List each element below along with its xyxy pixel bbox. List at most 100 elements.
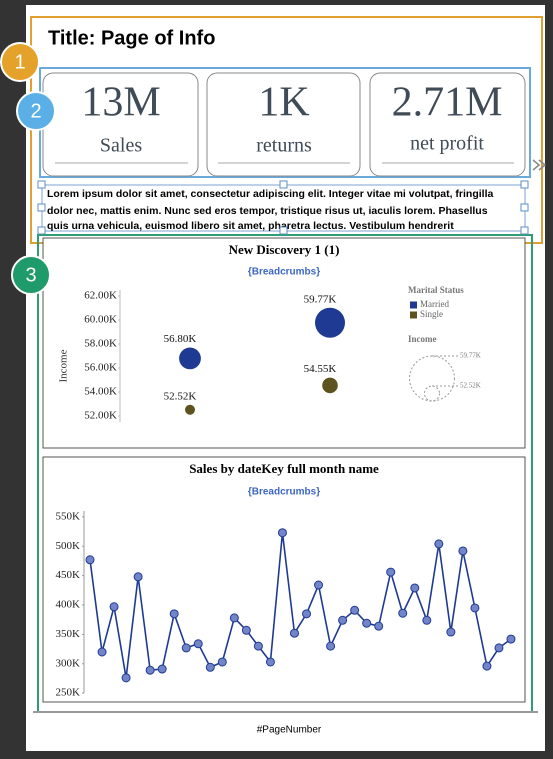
kpi-card <box>369 72 526 177</box>
bubble <box>322 377 338 394</box>
size-legend-label: 52.52K <box>460 382 481 390</box>
badge-circle <box>16 91 56 131</box>
handle[interactable] <box>520 226 529 235</box>
y-tick-label: 500K <box>56 540 81 552</box>
chart-subtitle: {Breadcrumbs} <box>248 267 320 278</box>
badge-circle <box>11 255 51 295</box>
y-axis-label: Income <box>58 349 70 382</box>
y-tick-label: 52.00K <box>84 410 117 422</box>
line-marker <box>434 539 444 549</box>
y-tick-label: 300K <box>56 657 81 669</box>
kpi-card <box>206 72 361 177</box>
line-marker <box>326 641 336 651</box>
kpi-cards: 13M 1K 2.71M Sales returns net profit <box>42 72 526 177</box>
line-marker <box>85 555 95 565</box>
line-marker <box>482 661 492 671</box>
line-marker <box>362 618 372 628</box>
y-tick-label: 62.00K <box>84 290 117 302</box>
line-marker <box>302 609 312 619</box>
y-tick-label: 58.00K <box>84 338 117 350</box>
kpi-value: 1K <box>258 80 309 126</box>
line-marker <box>410 583 420 593</box>
paragraph-line: quis urna vehicula, euismod libero sit a… <box>47 220 454 232</box>
handle[interactable] <box>279 226 288 235</box>
line-marker <box>145 665 155 675</box>
bubble <box>179 347 201 370</box>
size-legend-label: 59.77K <box>460 352 481 360</box>
line-marker <box>265 657 275 667</box>
chart-title: Sales by dateKey full month name <box>189 461 379 476</box>
line-marker <box>494 643 504 653</box>
line-marker <box>386 567 396 577</box>
expand-icon[interactable] <box>532 159 547 171</box>
line-marker <box>506 634 516 644</box>
chart-frame <box>42 237 526 449</box>
line-marker <box>470 603 480 613</box>
kpi-value: 13M <box>81 80 160 126</box>
y-tick-label: 250K <box>56 687 81 699</box>
size-legend-title: Income <box>408 334 437 344</box>
line-marker <box>241 625 251 635</box>
legend-label: Single <box>420 309 443 319</box>
handle[interactable] <box>37 226 46 235</box>
y-tick-label: 350K <box>56 628 81 640</box>
legend-swatch <box>410 301 417 309</box>
line-marker <box>446 627 456 637</box>
data-label: 56.80K <box>164 333 197 345</box>
chart-title: New Discovery 1 (1) <box>229 242 340 257</box>
line-marker <box>374 621 384 631</box>
badges: 1 2 3 <box>0 42 56 295</box>
badge-number: 2 <box>30 100 41 122</box>
kpi-label: returns <box>256 135 312 157</box>
handle[interactable] <box>279 180 288 189</box>
bubble <box>315 307 345 338</box>
line-marker <box>157 664 167 674</box>
y-tick-label: 60.00K <box>84 314 117 326</box>
line-marker <box>289 628 299 638</box>
kpi-value: 2.71M <box>392 80 503 126</box>
chart-subtitle: {Breadcrumbs} <box>248 487 320 498</box>
line-marker <box>338 615 348 625</box>
kpi-label: Sales <box>100 135 142 157</box>
legend-swatch <box>410 311 417 319</box>
line-marker <box>97 647 107 657</box>
data-label: 59.77K <box>304 293 337 305</box>
badge-number: 3 <box>25 264 36 286</box>
legend-label: Married <box>420 299 449 309</box>
line-marker <box>181 643 191 653</box>
handle[interactable] <box>37 203 46 212</box>
paragraph-line: dolor nec, mattis enim. Nunc sed eros te… <box>47 205 488 217</box>
bubble <box>185 404 195 415</box>
y-tick-label: 550K <box>56 510 81 522</box>
badge-number: 1 <box>14 51 25 73</box>
page-title: Title: Page of Info <box>48 27 215 49</box>
line-marker <box>205 662 215 672</box>
handle[interactable] <box>520 180 529 189</box>
line-marker <box>422 615 432 625</box>
legend-title: Marital Status <box>408 285 464 295</box>
line-marker <box>314 580 324 590</box>
line-marker <box>121 673 131 683</box>
handle[interactable] <box>37 180 46 189</box>
kpi-label: net profit <box>410 133 484 155</box>
line-marker <box>109 602 119 612</box>
line-marker <box>193 639 203 649</box>
line-marker <box>133 572 143 582</box>
paragraph-line: Lorem ipsum dolor sit amet, consectetur … <box>47 188 493 200</box>
page-number: #PageNumber <box>257 725 322 736</box>
y-tick-label: 450K <box>56 569 81 581</box>
size-legend-circle <box>424 385 440 402</box>
handle[interactable] <box>520 203 529 212</box>
data-label: 54.55K <box>304 363 337 375</box>
badge-circle <box>0 42 40 82</box>
line-marker <box>398 608 408 618</box>
data-label: 52.52K <box>164 390 197 402</box>
line-marker <box>169 609 179 619</box>
line-marker <box>229 613 239 623</box>
y-tick-label: 54.00K <box>84 386 117 398</box>
selection-handles <box>37 159 547 235</box>
y-tick-label: 56.00K <box>84 362 117 374</box>
y-tick-label: 400K <box>56 599 81 611</box>
